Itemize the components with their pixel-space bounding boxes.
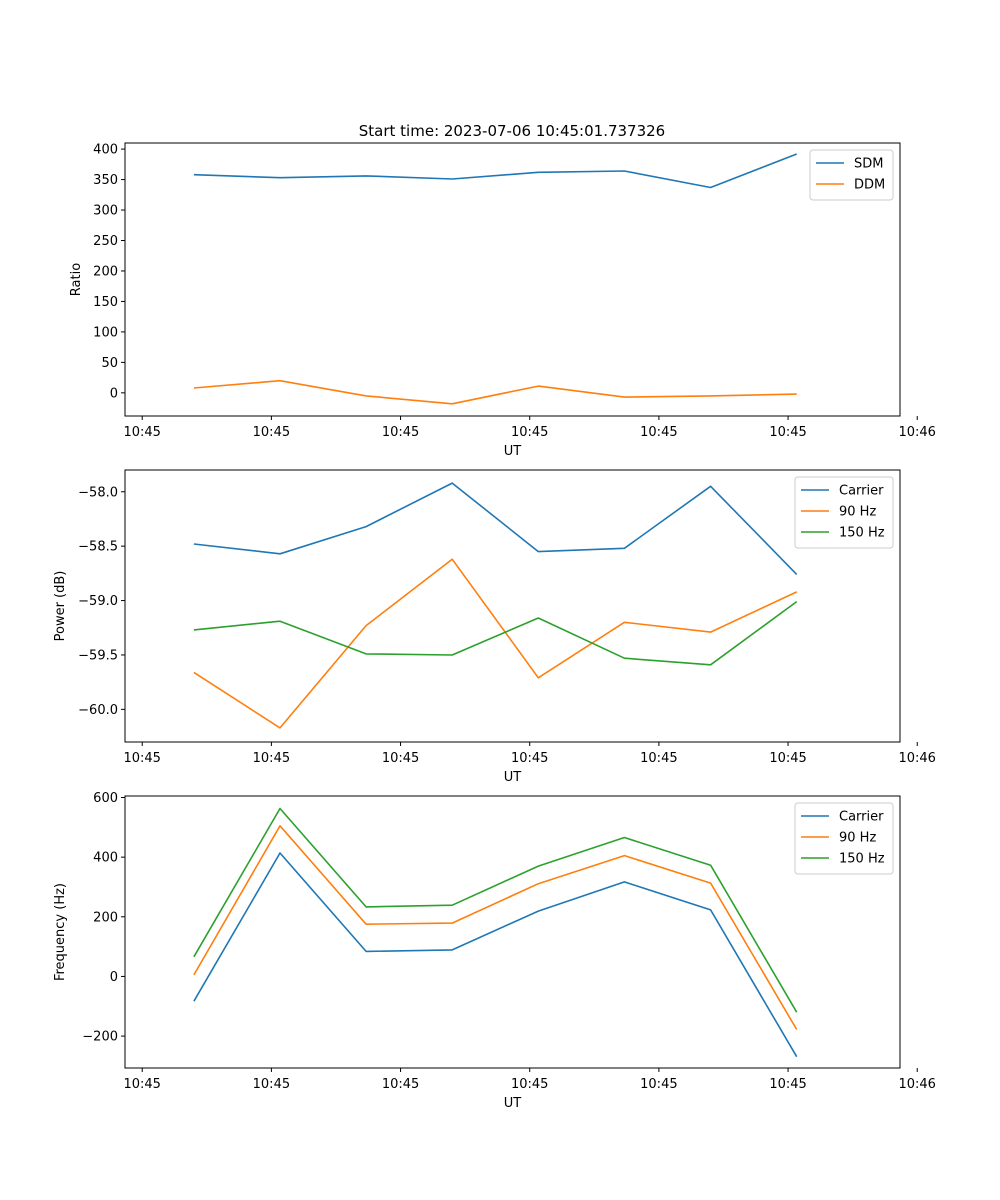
x-tick-label: 10:45 <box>640 425 677 440</box>
legend: SDM DDM <box>809 149 894 201</box>
y-tick-label: 150 <box>93 295 118 310</box>
y-axis-label: Ratio <box>69 263 84 296</box>
y-tick-label: −59.5 <box>78 648 118 663</box>
y-tick-label: 0 <box>110 386 118 401</box>
y-tick-label: 0 <box>110 970 118 985</box>
series-line-sdm <box>193 153 797 189</box>
y-tick-label: 200 <box>93 264 118 279</box>
panels: 10:45 10:45 10:45 10:45 10:45 10:45 10:46 0 50 10… <box>53 142 936 1111</box>
axes-frame <box>124 795 901 1069</box>
x-axis-label: UT <box>504 444 522 459</box>
x-axis-label: UT <box>504 770 522 785</box>
x-tick-label: 10:45 <box>769 425 806 440</box>
x-axis-label: UT <box>504 1096 522 1111</box>
series-line-ddm <box>193 379 797 405</box>
subplot-1: 10:45 10:45 10:45 10:45 10:45 10:45 10:46 0 50 10… <box>69 142 936 459</box>
subplot-3: 10:45 10:45 10:45 10:45 10:45 10:45 10:46 −200 0… <box>53 791 936 1111</box>
legend: Carrier 90 Hz 150 Hz <box>794 476 894 549</box>
legend-label: 90 Hz <box>839 505 876 520</box>
y-tick-label: 400 <box>93 143 118 158</box>
legend-label: 150 Hz <box>839 526 885 541</box>
axes-frame <box>124 469 901 743</box>
series-line-90-hz <box>193 558 798 729</box>
x-tick-label: 10:45 <box>382 751 419 766</box>
legend-label: Carrier <box>839 484 884 499</box>
series-line-90-hz <box>193 824 798 1030</box>
chart-title: Start time: 2023-07-06 10:45:01.737326 <box>359 122 665 140</box>
legend-box <box>794 476 894 549</box>
axes-frame <box>124 142 901 417</box>
y-tick-label: −58.5 <box>78 540 118 555</box>
y-tick-label: −60.0 <box>78 703 118 718</box>
y-tick-label: 250 <box>93 234 118 249</box>
legend-label: 90 Hz <box>839 831 876 846</box>
y-tick-label: 300 <box>93 204 118 219</box>
series-line-150-hz <box>193 807 798 1013</box>
legend: Carrier 90 Hz 150 Hz <box>794 802 894 875</box>
x-tick-label: 10:45 <box>123 425 160 440</box>
x-tick-label: 10:46 <box>898 425 935 440</box>
y-tick-label: 400 <box>93 851 118 866</box>
legend-label: 150 Hz <box>839 852 885 867</box>
x-tick-label: 10:45 <box>640 751 677 766</box>
series-line-carrier <box>193 852 798 1058</box>
y-tick-label: 50 <box>101 356 118 371</box>
x-tick-label: 10:45 <box>123 751 160 766</box>
x-tick-label: 10:45 <box>769 751 806 766</box>
x-tick-label: 10:45 <box>253 1077 290 1092</box>
series-line-150-hz <box>193 600 798 666</box>
legend-box <box>794 802 894 875</box>
x-tick-label: 10:45 <box>382 425 419 440</box>
x-tick-label: 10:45 <box>382 1077 419 1092</box>
x-tick-label: 10:45 <box>769 1077 806 1092</box>
y-tick-label: −58.0 <box>78 485 118 500</box>
x-tick-label: 10:45 <box>640 1077 677 1092</box>
x-tick-label: 10:46 <box>898 1077 935 1092</box>
y-axis-label: Power (dB) <box>53 571 68 642</box>
y-tick-label: −59.0 <box>78 594 118 609</box>
x-tick-label: 10:45 <box>253 751 290 766</box>
legend-label: DDM <box>854 178 885 193</box>
subplot-2: 10:45 10:45 10:45 10:45 10:45 10:45 10:46 −60.0… <box>53 469 936 785</box>
y-tick-label: 100 <box>93 325 118 340</box>
x-tick-label: 10:45 <box>123 1077 160 1092</box>
x-tick-label: 10:45 <box>253 425 290 440</box>
series-line-carrier <box>193 482 798 575</box>
y-tick-label: −200 <box>82 1030 118 1045</box>
x-tick-label: 10:45 <box>511 751 548 766</box>
legend-label: Carrier <box>839 810 884 825</box>
y-tick-label: 350 <box>93 173 118 188</box>
x-tick-label: 10:46 <box>898 751 935 766</box>
x-tick-label: 10:45 <box>511 1077 548 1092</box>
y-tick-label: 200 <box>93 910 118 925</box>
y-axis-label: Frequency (Hz) <box>53 883 68 981</box>
legend-label: SDM <box>854 157 883 172</box>
x-tick-label: 10:45 <box>511 425 548 440</box>
y-tick-label: 600 <box>93 791 118 806</box>
